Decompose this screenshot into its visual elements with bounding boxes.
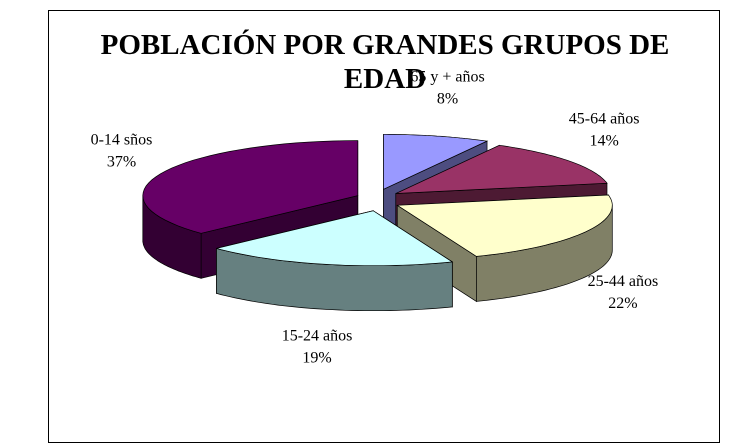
slice-top: [383, 133, 489, 190]
data-label-category: 25-44 años: [588, 273, 659, 290]
data-label-value: 22%: [608, 295, 637, 312]
slice-top: [142, 140, 359, 234]
slice-top: [216, 210, 454, 267]
data-label-category: 15-24 años: [282, 327, 353, 344]
data-label-value: 14%: [589, 132, 618, 149]
slice-top: [395, 144, 608, 194]
pie-slice: [396, 194, 613, 303]
data-label-category: 65 y + años: [410, 68, 484, 85]
pie-slice: [216, 210, 454, 312]
data-label-category: 0-14 sños: [91, 131, 153, 148]
data-label-category: 45-64 años: [569, 110, 640, 127]
data-label-value: 37%: [107, 153, 136, 170]
chart-title: POBLACIÓN POR GRANDES GRUPOS DE EDAD: [100, 29, 670, 95]
data-label-value: 8%: [437, 90, 458, 107]
slice-top: [396, 194, 613, 257]
data-label-value: 19%: [302, 349, 331, 366]
